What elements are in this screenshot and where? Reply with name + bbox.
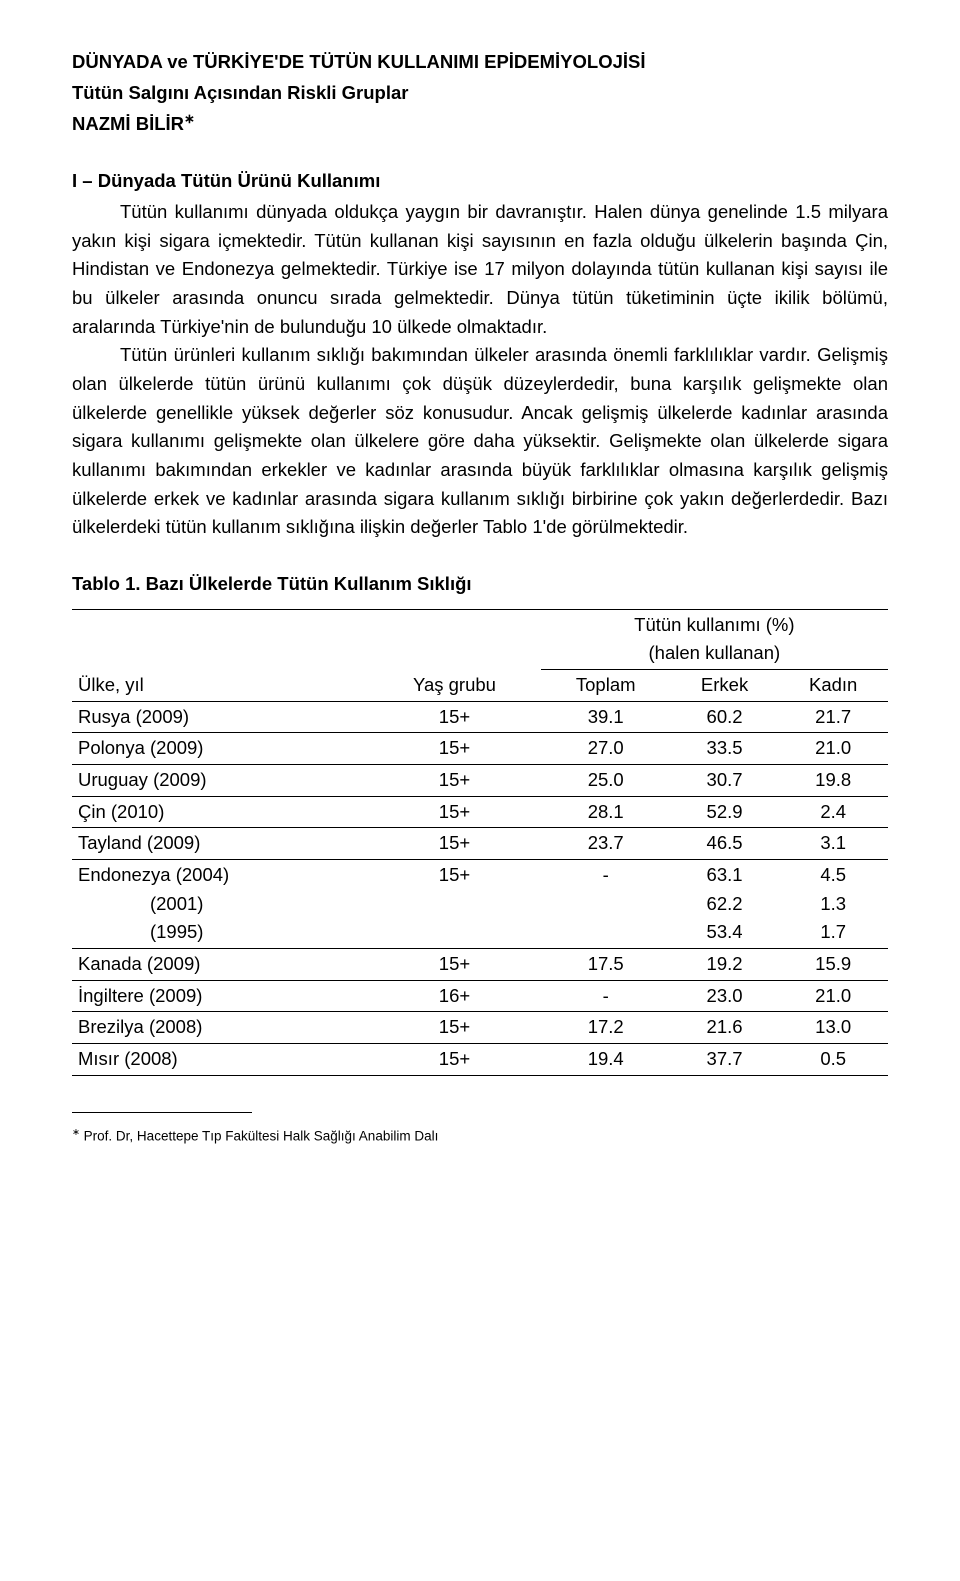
cell-erkek: 52.9: [671, 796, 779, 828]
cell-yas: 15+: [368, 1012, 540, 1044]
document-author: NAZMİ BİLİR∗: [72, 109, 888, 139]
cell-ulke: Tayland (2009): [72, 828, 368, 860]
table-row: Uruguay (2009) 15+ 25.0 30.7 19.8: [72, 764, 888, 796]
cell-ulke: İngiltere (2009): [72, 980, 368, 1012]
para-2: Tütün ürünleri kullanım sıklığı bakımınd…: [72, 344, 888, 537]
author-footnote-mark: ∗: [184, 111, 195, 126]
cell-toplam: 19.4: [541, 1043, 671, 1075]
cell-ulke: Endonezya (2004) (2001) (1995): [72, 859, 368, 948]
table-row: Polonya (2009) 15+ 27.0 33.5 21.0: [72, 733, 888, 765]
cell-kadin: 21.7: [778, 701, 888, 733]
table-row: Brezilya (2008) 15+ 17.2 21.6 13.0: [72, 1012, 888, 1044]
footnote-mark: ∗: [72, 1127, 80, 1138]
section-1-body: Tütün kullanımı dünyada oldukça yaygın b…: [72, 198, 888, 542]
cell-erkek: 46.5: [671, 828, 779, 860]
cell-toplam: 17.2: [541, 1012, 671, 1044]
cell-yas: 15+: [368, 764, 540, 796]
cell-toplam: -: [541, 980, 671, 1012]
table-row: Mısır (2008) 15+ 19.4 37.7 0.5: [72, 1043, 888, 1075]
cell-yas: 16+: [368, 980, 540, 1012]
table-row: İngiltere (2009) 16+ - 23.0 21.0: [72, 980, 888, 1012]
document-subtitle: Tütün Salgını Açısından Riskli Gruplar: [72, 79, 888, 108]
cell-toplam: 23.7: [541, 828, 671, 860]
cell-yas: 15+: [368, 733, 540, 765]
cell-toplam: 25.0: [541, 764, 671, 796]
cell-erkek: 19.2: [671, 948, 779, 980]
col-header-yas: Yaş grubu: [368, 609, 540, 701]
footnote-rule: [72, 1112, 252, 1113]
cell-ulke: Polonya (2009): [72, 733, 368, 765]
col-group-header: Tütün kullanımı (%) (halen kullanan): [541, 609, 888, 669]
col-header-toplam: Toplam: [541, 669, 671, 701]
author-name: NAZMİ BİLİR: [72, 114, 184, 135]
cell-ulke: Brezilya (2008): [72, 1012, 368, 1044]
cell-ulke: Kanada (2009): [72, 948, 368, 980]
table-row: Endonezya (2004) (2001) (1995) 15+ - 63.…: [72, 859, 888, 948]
cell-erkek: 63.1 62.2 53.4: [671, 859, 779, 948]
para-1: Tütün kullanımı dünyada oldukça yaygın b…: [72, 201, 888, 337]
col-header-ulke: Ülke, yıl: [72, 609, 368, 701]
cell-kadin: 21.0: [778, 980, 888, 1012]
col-header-erkek: Erkek: [671, 669, 779, 701]
footnote: ∗ Prof. Dr, Hacettepe Tıp Fakültesi Halk…: [72, 1126, 888, 1147]
cell-yas: 15+: [368, 701, 540, 733]
col-header-kadin: Kadın: [778, 669, 888, 701]
cell-erkek: 23.0: [671, 980, 779, 1012]
cell-erkek: 60.2: [671, 701, 779, 733]
section-1-heading: I – Dünyada Tütün Ürünü Kullanımı: [72, 167, 888, 196]
table-row: Rusya (2009) 15+ 39.1 60.2 21.7: [72, 701, 888, 733]
footnote-text: Prof. Dr, Hacettepe Tıp Fakültesi Halk S…: [80, 1129, 438, 1144]
table-1: Ülke, yıl Yaş grubu Tütün kullanımı (%) …: [72, 609, 888, 1076]
cell-kadin: 19.8: [778, 764, 888, 796]
cell-kadin: 0.5: [778, 1043, 888, 1075]
cell-kadin: 21.0: [778, 733, 888, 765]
table-row: Tayland (2009) 15+ 23.7 46.5 3.1: [72, 828, 888, 860]
cell-kadin: 4.5 1.3 1.7: [778, 859, 888, 948]
cell-yas: 15+: [368, 1043, 540, 1075]
cell-erkek: 37.7: [671, 1043, 779, 1075]
cell-toplam: 39.1: [541, 701, 671, 733]
table-1-caption: Tablo 1. Bazı Ülkelerde Tütün Kullanım S…: [72, 570, 888, 599]
cell-toplam: 28.1: [541, 796, 671, 828]
cell-erkek: 33.5: [671, 733, 779, 765]
cell-kadin: 15.9: [778, 948, 888, 980]
cell-ulke: Uruguay (2009): [72, 764, 368, 796]
cell-erkek: 30.7: [671, 764, 779, 796]
cell-kadin: 2.4: [778, 796, 888, 828]
cell-ulke: Rusya (2009): [72, 701, 368, 733]
cell-kadin: 13.0: [778, 1012, 888, 1044]
cell-toplam: -: [541, 859, 671, 948]
cell-yas: 15+: [368, 796, 540, 828]
cell-toplam: 27.0: [541, 733, 671, 765]
cell-erkek: 21.6: [671, 1012, 779, 1044]
cell-ulke: Mısır (2008): [72, 1043, 368, 1075]
cell-ulke: Çin (2010): [72, 796, 368, 828]
cell-kadin: 3.1: [778, 828, 888, 860]
cell-yas: 15+: [368, 828, 540, 860]
cell-yas: 15+: [368, 948, 540, 980]
cell-yas: 15+: [368, 859, 540, 948]
document-title: DÜNYADA ve TÜRKİYE'DE TÜTÜN KULLANIMI EP…: [72, 48, 888, 77]
cell-toplam: 17.5: [541, 948, 671, 980]
table-row: Kanada (2009) 15+ 17.5 19.2 15.9: [72, 948, 888, 980]
table-row: Çin (2010) 15+ 28.1 52.9 2.4: [72, 796, 888, 828]
